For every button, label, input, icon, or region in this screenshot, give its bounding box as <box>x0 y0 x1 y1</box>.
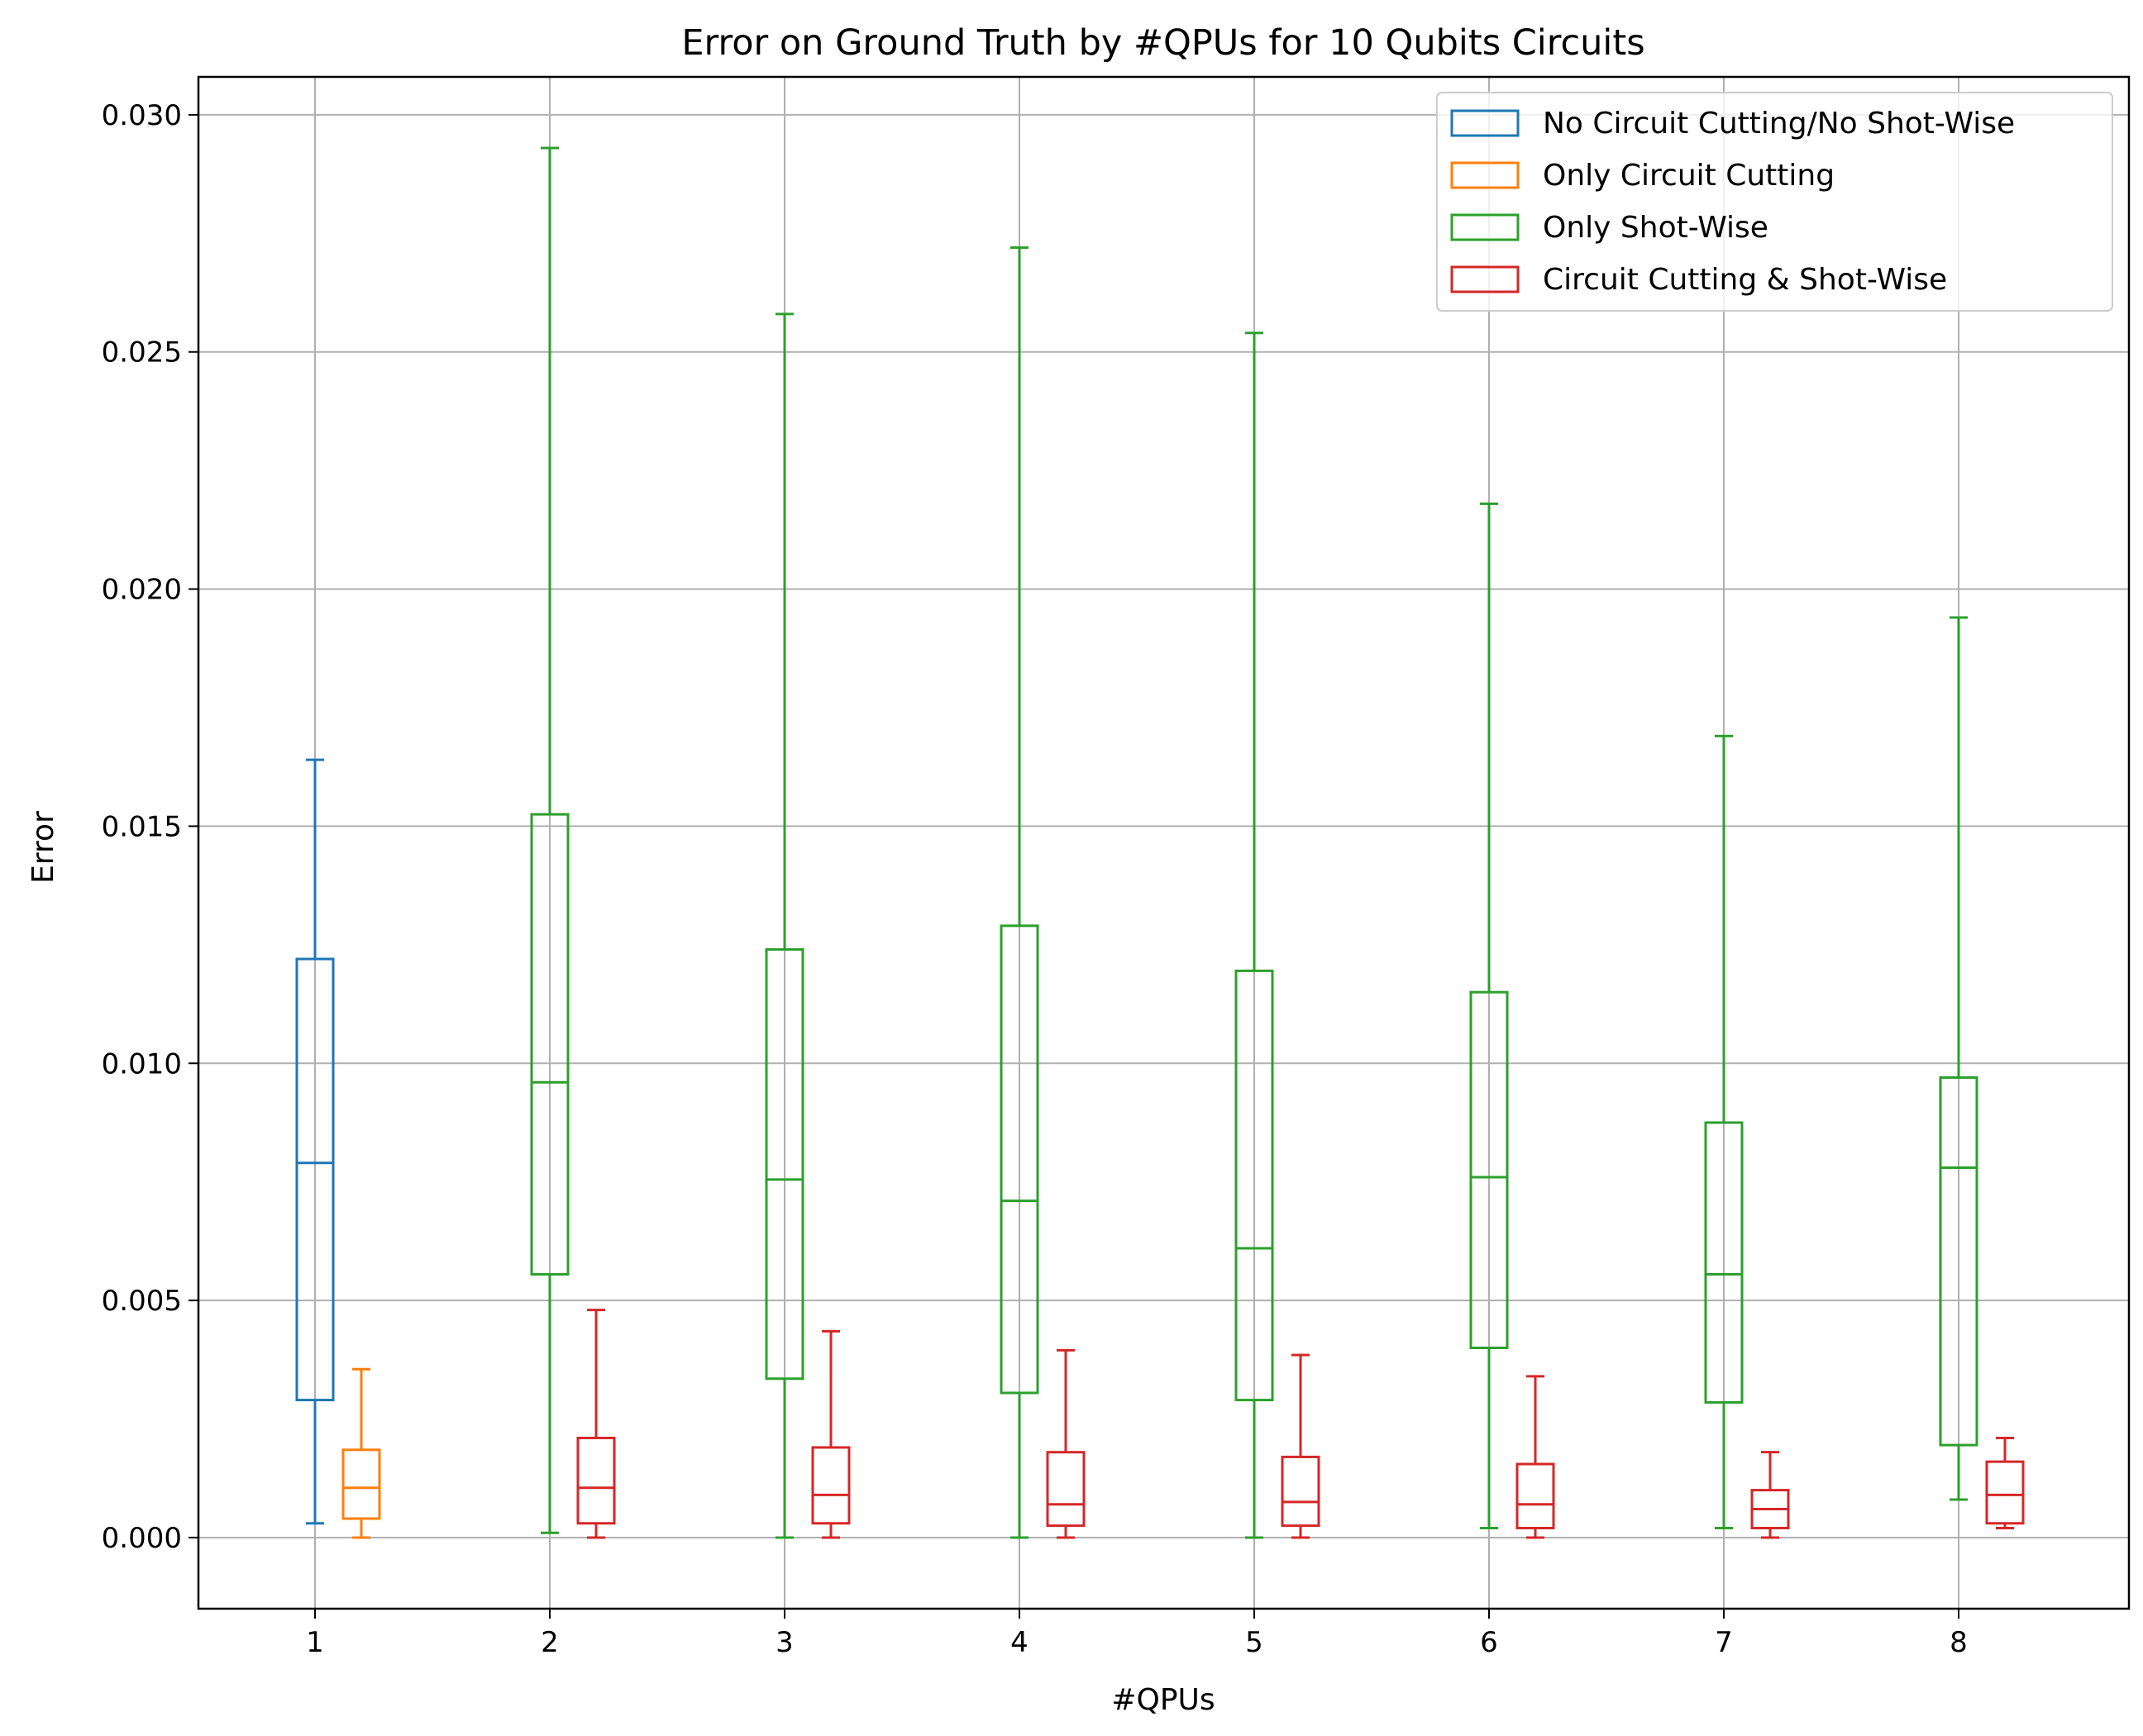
box-iqr <box>1281 1455 1320 1528</box>
chart-title: Error on Ground Truth by #QPUs for 10 Qu… <box>681 22 1644 64</box>
legend-frame <box>1436 92 2113 312</box>
box-only-shot-wise-4 <box>1000 246 1039 1539</box>
box-iqr <box>1515 1462 1555 1529</box>
x-tick-label: 6 <box>1480 1626 1498 1659</box>
y-axis-label: Error <box>26 811 60 884</box>
y-tick-label: 0.000 <box>102 1522 182 1555</box>
box-iqr <box>1704 1121 1744 1404</box>
box-iqr <box>341 1448 381 1520</box>
box-circuit-cutting-shot-wise-6 <box>1515 1375 1555 1539</box>
legend: No Circuit Cutting/No Shot-Wise Only Circ… <box>1436 92 2113 312</box>
box-iqr <box>1985 1460 2025 1525</box>
y-tick-label: 0.030 <box>102 99 182 132</box>
box-only-shot-wise-3 <box>765 312 804 1539</box>
box-circuit-cutting-shot-wise-4 <box>1046 1348 1086 1539</box>
box-only-shot-wise-8 <box>1939 616 1978 1501</box>
legend-swatch <box>1450 109 1520 137</box>
box-iqr <box>295 957 335 1402</box>
x-tick-label: 8 <box>1950 1626 1968 1659</box>
box-only-shot-wise-5 <box>1234 331 1274 1539</box>
box-only-circuit-cutting-1 <box>341 1367 381 1539</box>
box-iqr <box>1939 1075 1978 1447</box>
legend-label: Only Circuit Cutting <box>1543 159 1835 193</box>
box-iqr <box>576 1436 616 1525</box>
legend-item: Only Circuit Cutting <box>1450 159 1835 193</box>
box-circuit-cutting-shot-wise-5 <box>1281 1353 1320 1539</box>
box-iqr <box>1000 924 1039 1395</box>
x-tick-label: 2 <box>541 1626 559 1659</box>
box-circuit-cutting-shot-wise-2 <box>576 1309 616 1539</box>
box-series-layer <box>295 146 2025 1539</box>
legend-label: Circuit Cutting & Shot-Wise <box>1543 263 1947 297</box>
box-circuit-cutting-shot-wise-7 <box>1750 1451 1790 1539</box>
legend-item: Circuit Cutting & Shot-Wise <box>1450 263 1947 297</box>
legend-item: Only Shot-Wise <box>1450 211 1768 245</box>
plot-area-frame <box>197 75 2131 1610</box>
box-iqr <box>1469 990 1509 1349</box>
box-only-shot-wise-7 <box>1704 734 1744 1529</box>
legend-swatch <box>1450 213 1520 241</box>
box-only-shot-wise-2 <box>530 146 570 1534</box>
legend-label: No Circuit Cutting/No Shot-Wise <box>1543 107 2015 141</box>
legend-swatch <box>1450 265 1520 293</box>
y-tick-label: 0.020 <box>102 574 182 607</box>
box-circuit-cutting-shot-wise-8 <box>1985 1436 2025 1529</box>
y-tick-label: 0.025 <box>102 336 182 370</box>
x-tick-label: 5 <box>1245 1626 1263 1659</box>
legend-swatch <box>1450 161 1520 189</box>
box-iqr <box>811 1446 851 1525</box>
box-no-circuit-cutting-no-shot-wise-1 <box>295 758 335 1525</box>
box-circuit-cutting-shot-wise-3 <box>811 1329 851 1539</box>
x-tick-label: 7 <box>1715 1626 1733 1659</box>
box-iqr <box>530 813 570 1276</box>
box-iqr <box>1234 969 1274 1402</box>
x-tick-label: 1 <box>306 1626 324 1659</box>
legend-item: No Circuit Cutting/No Shot-Wise <box>1450 107 2015 141</box>
box-only-shot-wise-6 <box>1469 502 1509 1529</box>
x-tick-label: 3 <box>776 1626 794 1659</box>
axis-ticks: 1 2 3 4 5 6 7 8 0.000 0.005 0.010 0.015 0.020 0.025 0.… <box>102 99 1968 1659</box>
box-iqr <box>1046 1451 1086 1528</box>
x-tick-label: 4 <box>1010 1626 1029 1659</box>
legend-label: Only Shot-Wise <box>1543 211 1768 245</box>
y-tick-label: 0.005 <box>102 1285 182 1318</box>
box-iqr <box>765 948 804 1381</box>
y-tick-label: 0.010 <box>102 1047 182 1080</box>
y-tick-label: 0.015 <box>102 810 182 843</box>
x-axis-label: #QPUs <box>1111 1683 1215 1717</box>
